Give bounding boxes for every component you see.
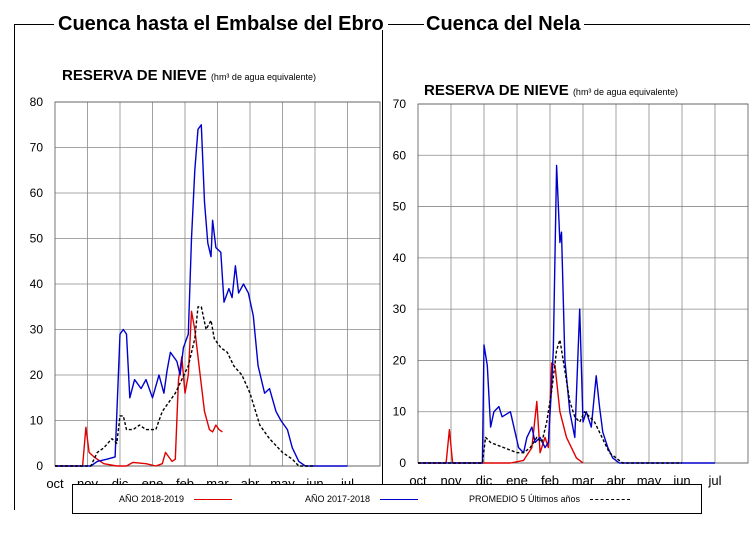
left-chart-ytick-label-20: 20 [30,368,44,382]
legend-swatch-red-line [194,498,233,500]
right-chart-ytick-label-50: 50 [393,200,407,214]
legend-label-promedio: PROMEDIO 5 Últimos años [469,494,581,504]
header-right-basin: Cuenca del Nela [426,13,581,35]
legend-item-2017-2018: AÑO 2017-2018 [305,494,419,504]
right-chart-ytick-label-70: 70 [393,97,407,111]
right-chart-series-line-2 [418,339,682,464]
frame-middle-divider-line [382,30,383,500]
left-chart-ytick-label-50: 50 [30,232,44,246]
left-chart-ytick-label-60: 60 [30,186,44,200]
frame-top-middle-line [388,24,424,25]
frame-left-line [14,24,15,510]
left-chart-xtick-label-oct: oct [46,476,64,491]
left-chart-plot-border [54,101,381,467]
subtitle-right-main: RESERVA DE NIEVE [424,82,569,99]
left-chart-ytick-label-10: 10 [30,414,44,428]
left-chart-ytick-label-40: 40 [30,277,44,291]
right-chart-ytick-label-40: 40 [393,251,407,265]
left-chart-ytick-label-80: 80 [30,95,44,109]
frame-top-left-line [14,24,54,25]
subtitle-left-main: RESERVA DE NIEVE [62,67,207,84]
right-chart-ytick-label-10: 10 [393,405,407,419]
subtitle-right: RESERVA DE NIEVE (hm³ de agua equivalent… [424,82,678,99]
legend-label-2017-2018: AÑO 2017-2018 [305,494,371,504]
right-chart-ytick-label-60: 60 [393,148,407,162]
subtitle-left: RESERVA DE NIEVE (hm³ de agua equivalent… [62,67,316,84]
left-chart-ytick-label-30: 30 [30,323,44,337]
legend-swatch-dashed-line [590,498,631,500]
subtitle-left-unit: (hm³ de agua equivalente) [210,72,317,82]
left-chart-ytick-label-70: 70 [30,141,44,155]
subtitle-right-unit: (hm³ de agua equivalente) [572,87,679,97]
left-chart-ytick-label-0: 0 [36,459,43,473]
left-chart-series-line-1 [55,124,348,467]
legend-label-2018-2019: AÑO 2018-2019 [119,494,185,504]
legend-box: AÑO 2018-2019 AÑO 2017-2018 PROMEDIO 5 Ú… [72,484,702,514]
legend-item-promedio: PROMEDIO 5 Últimos años [469,494,631,504]
left-chart-series-line-0 [55,310,223,467]
right-chart-series-line-0 [418,362,584,464]
left-chart-series-line-2 [55,306,315,467]
right-chart-ytick-label-30: 30 [393,302,407,316]
legend-swatch-blue-line [380,498,419,500]
right-chart-ytick-label-20: 20 [393,353,407,367]
right-chart-ytick-label-0: 0 [399,456,406,470]
frame-top-right-line [584,24,750,25]
header-left-basin: Cuenca hasta el Embalse del Ebro [58,13,384,35]
right-chart-series-line-1 [418,164,715,464]
right-chart-xtick-label-jul: jul [707,473,721,488]
legend-item-2018-2019: AÑO 2018-2019 [119,494,233,504]
